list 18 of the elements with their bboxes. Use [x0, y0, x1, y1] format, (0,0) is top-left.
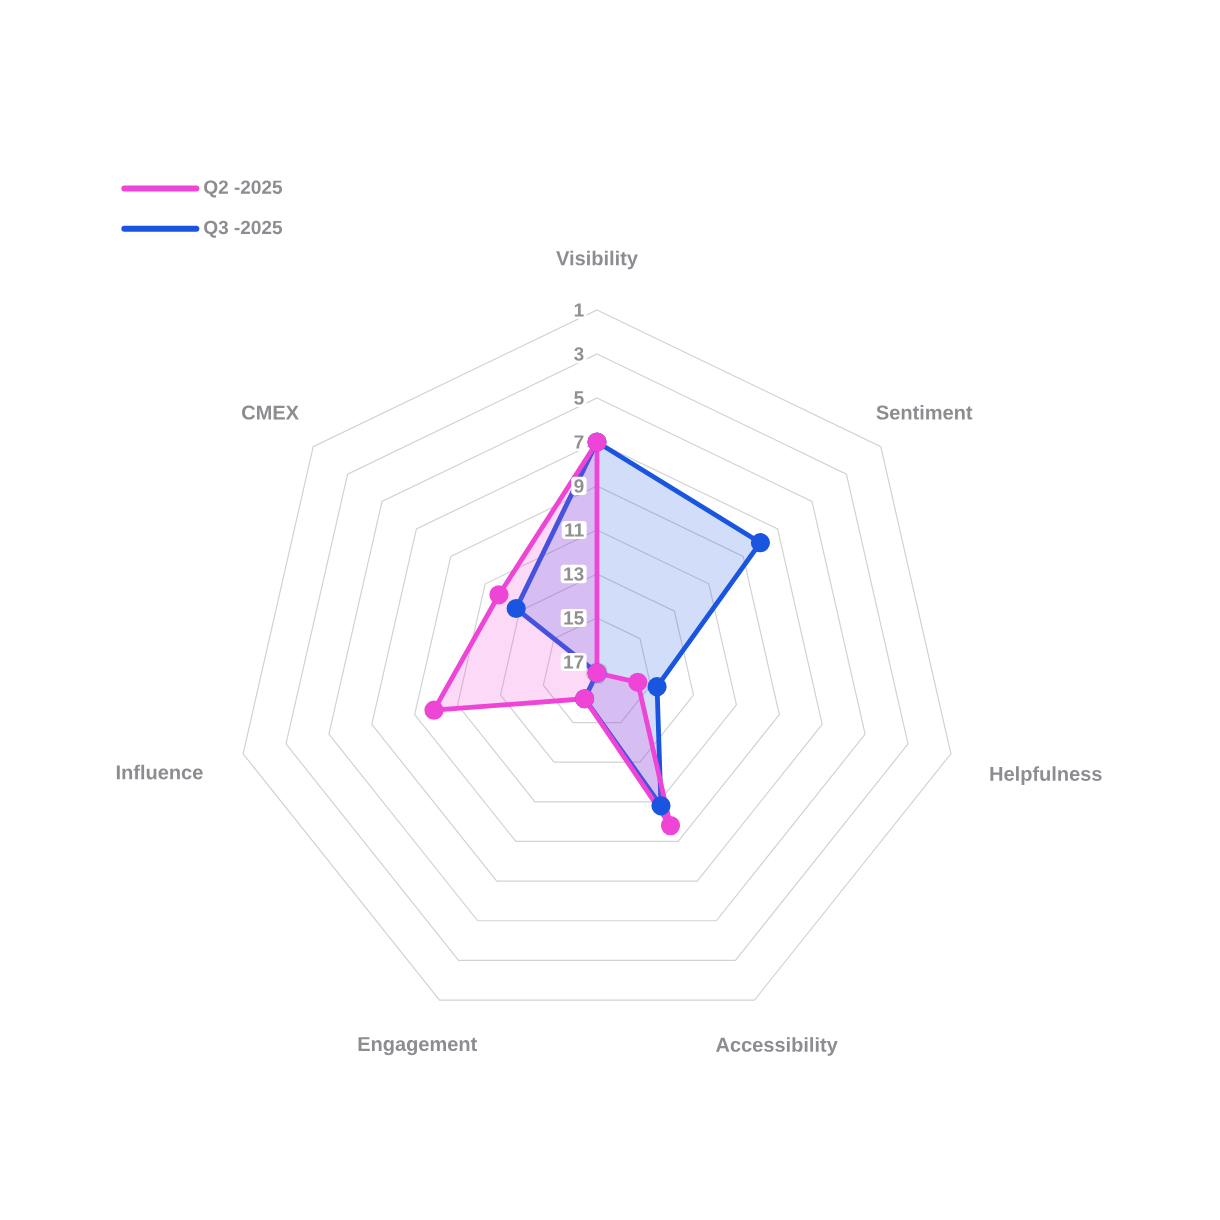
y-tick-label: 15 [564, 611, 584, 625]
y-tick-label: 13 [564, 567, 584, 581]
y-tick-label: 7 [574, 435, 584, 449]
y-tick-label: 11 [565, 523, 584, 537]
legend-label: Q2 -2025 [204, 180, 283, 198]
y-tick-label: 1 [574, 303, 584, 317]
y-tick-label: 17 [564, 655, 584, 669]
y-tick-label: 3 [574, 347, 584, 361]
legend-label: Q3 -2025 [204, 220, 283, 238]
spoke-label: Accessibility [716, 1037, 838, 1056]
spoke-label: Influence [116, 764, 203, 780]
spoke-label: Engagement [358, 1037, 477, 1056]
y-tick-label: 5 [574, 391, 584, 405]
spoke-label: CMEX [242, 405, 299, 420]
spoke-label: Sentiment [876, 404, 973, 420]
spoke-label: Visibility [556, 250, 638, 270]
spoke-label: Helpfulness [990, 766, 1102, 785]
y-tick-label: 9 [574, 479, 584, 493]
